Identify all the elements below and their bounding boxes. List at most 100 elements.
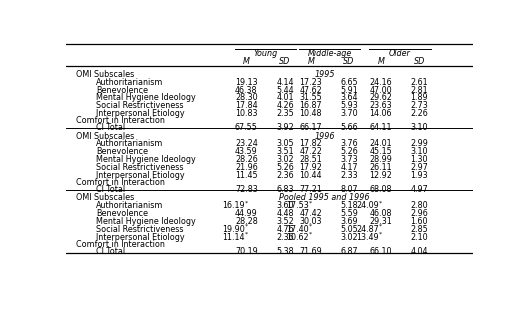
Text: 2.61: 2.61 xyxy=(410,78,428,87)
Text: 28.51: 28.51 xyxy=(299,155,322,164)
Text: *: * xyxy=(309,224,312,229)
Text: 17.23: 17.23 xyxy=(299,78,322,87)
Text: 1996: 1996 xyxy=(315,132,335,141)
Text: 66.17: 66.17 xyxy=(299,123,322,132)
Text: 4.14: 4.14 xyxy=(276,78,294,87)
Text: 3.10: 3.10 xyxy=(410,147,428,156)
Text: 2.26: 2.26 xyxy=(410,109,428,118)
Text: 29.31: 29.31 xyxy=(369,217,392,226)
Text: Benevolence: Benevolence xyxy=(96,147,148,156)
Text: Mental Hygiene Ideology: Mental Hygiene Ideology xyxy=(96,217,196,226)
Text: 1.89: 1.89 xyxy=(410,93,428,102)
Text: 29.62: 29.62 xyxy=(369,93,392,102)
Text: 10.62: 10.62 xyxy=(287,233,309,242)
Text: Older: Older xyxy=(389,49,411,58)
Text: 2.36: 2.36 xyxy=(276,171,294,180)
Text: 17.84: 17.84 xyxy=(235,101,258,110)
Text: CI Total: CI Total xyxy=(96,185,125,194)
Text: 2.35: 2.35 xyxy=(276,109,294,118)
Text: 3.02: 3.02 xyxy=(340,233,358,242)
Text: 64.11: 64.11 xyxy=(370,123,392,132)
Text: 5.38: 5.38 xyxy=(276,247,294,256)
Text: 11.45: 11.45 xyxy=(235,171,258,180)
Text: 3.60: 3.60 xyxy=(276,201,294,210)
Text: 12.92: 12.92 xyxy=(369,171,392,180)
Text: 1.60: 1.60 xyxy=(410,217,428,226)
Text: 6.83: 6.83 xyxy=(276,185,294,194)
Text: 5.44: 5.44 xyxy=(276,86,294,95)
Text: 2.10: 2.10 xyxy=(410,233,428,242)
Text: Social Restrictiveness: Social Restrictiveness xyxy=(96,101,184,110)
Text: M: M xyxy=(307,57,314,66)
Text: 72.83: 72.83 xyxy=(235,185,258,194)
Text: 3.02: 3.02 xyxy=(276,155,294,164)
Text: M: M xyxy=(378,57,385,66)
Text: 28.26: 28.26 xyxy=(235,155,258,164)
Text: 21.96: 21.96 xyxy=(235,163,258,172)
Text: 46.38: 46.38 xyxy=(235,86,258,95)
Text: 19.90: 19.90 xyxy=(222,225,245,234)
Text: 28.99: 28.99 xyxy=(369,155,392,164)
Text: 28.28: 28.28 xyxy=(235,217,258,226)
Text: 24.09: 24.09 xyxy=(357,201,379,210)
Text: 3.10: 3.10 xyxy=(410,123,428,132)
Text: Authoritarianism: Authoritarianism xyxy=(96,201,164,210)
Text: 46.08: 46.08 xyxy=(370,209,392,218)
Text: 13.49: 13.49 xyxy=(357,233,379,242)
Text: 5.93: 5.93 xyxy=(340,101,358,110)
Text: 3.92: 3.92 xyxy=(276,123,294,132)
Text: 2.96: 2.96 xyxy=(410,209,428,218)
Text: 3.52: 3.52 xyxy=(276,217,294,226)
Text: 3.51: 3.51 xyxy=(276,147,294,156)
Text: 3.64: 3.64 xyxy=(340,93,358,102)
Text: 3.70: 3.70 xyxy=(340,109,358,118)
Text: Social Restrictiveness: Social Restrictiveness xyxy=(96,225,184,234)
Text: Interpersonal Etiology: Interpersonal Etiology xyxy=(96,171,185,180)
Text: 5.18: 5.18 xyxy=(340,201,358,210)
Text: 2.36: 2.36 xyxy=(276,233,294,242)
Text: M: M xyxy=(243,57,250,66)
Text: 67.55: 67.55 xyxy=(235,123,258,132)
Text: *: * xyxy=(309,200,312,205)
Text: *: * xyxy=(245,200,248,205)
Text: 1.30: 1.30 xyxy=(410,155,428,164)
Text: 70.19: 70.19 xyxy=(235,247,258,256)
Text: CI Total: CI Total xyxy=(96,123,125,132)
Text: SD: SD xyxy=(413,57,425,66)
Text: 4.17: 4.17 xyxy=(340,163,358,172)
Text: 17.53: 17.53 xyxy=(286,201,309,210)
Text: Comfort in Interaction: Comfort in Interaction xyxy=(76,178,165,187)
Text: 1995: 1995 xyxy=(315,70,335,79)
Text: 16.19: 16.19 xyxy=(222,201,245,210)
Text: *: * xyxy=(379,200,382,205)
Text: *: * xyxy=(379,224,382,229)
Text: 28.30: 28.30 xyxy=(235,93,258,102)
Text: 71.69: 71.69 xyxy=(299,247,322,256)
Text: Benevolence: Benevolence xyxy=(96,209,148,218)
Text: OMI Subscales: OMI Subscales xyxy=(76,193,134,202)
Text: 5.26: 5.26 xyxy=(276,163,294,172)
Text: 1.93: 1.93 xyxy=(410,171,428,180)
Text: 5.66: 5.66 xyxy=(340,123,358,132)
Text: 24.01: 24.01 xyxy=(370,140,392,148)
Text: Comfort in Interaction: Comfort in Interaction xyxy=(76,116,165,125)
Text: 6.65: 6.65 xyxy=(340,78,358,87)
Text: 5.26: 5.26 xyxy=(340,147,358,156)
Text: 47.22: 47.22 xyxy=(299,147,322,156)
Text: *: * xyxy=(379,232,382,237)
Text: 66.10: 66.10 xyxy=(370,247,392,256)
Text: SD: SD xyxy=(343,57,355,66)
Text: 23.63: 23.63 xyxy=(370,101,392,110)
Text: 2.73: 2.73 xyxy=(410,101,428,110)
Text: 2.80: 2.80 xyxy=(410,201,428,210)
Text: 14.06: 14.06 xyxy=(370,109,392,118)
Text: 10.83: 10.83 xyxy=(235,109,258,118)
Text: 2.99: 2.99 xyxy=(410,140,428,148)
Text: 4.04: 4.04 xyxy=(410,247,428,256)
Text: 8.07: 8.07 xyxy=(340,185,358,194)
Text: Interpersonal Etiology: Interpersonal Etiology xyxy=(96,233,185,242)
Text: Benevolence: Benevolence xyxy=(96,86,148,95)
Text: Authoritarianism: Authoritarianism xyxy=(96,140,164,148)
Text: Middle-age: Middle-age xyxy=(308,49,352,58)
Text: 4.97: 4.97 xyxy=(410,185,428,194)
